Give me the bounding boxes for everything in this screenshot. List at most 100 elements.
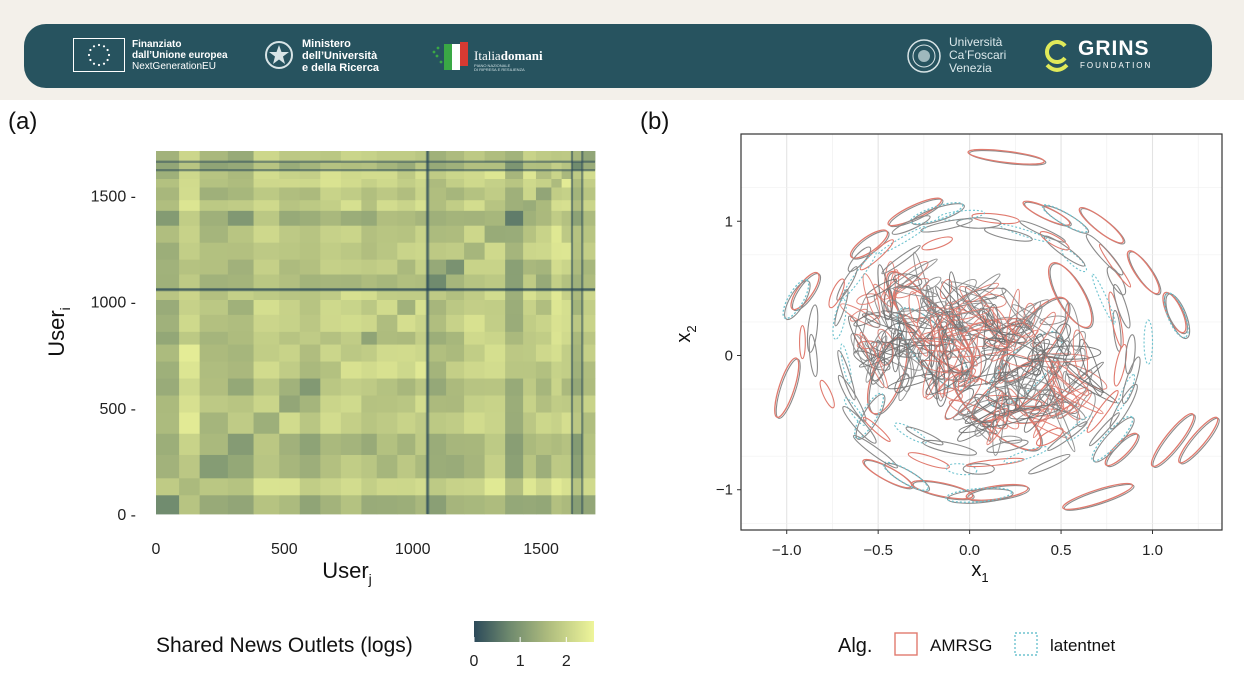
heatmap-block xyxy=(561,361,573,379)
heatmap-block xyxy=(551,299,563,315)
heatmap-block xyxy=(227,199,254,211)
ellipse-cluster xyxy=(848,315,873,361)
legend-label-latentnet: latentnet xyxy=(1050,636,1115,655)
heatmap-block xyxy=(253,187,280,201)
heatmap-block xyxy=(464,412,486,434)
heatmap-block xyxy=(227,494,254,515)
heatmap-block xyxy=(376,178,398,188)
university-line2: Ca’Foscari xyxy=(949,48,1007,63)
heatmap-highlight-row xyxy=(156,160,595,163)
heatmap-block xyxy=(397,274,416,291)
heatmap-block xyxy=(582,187,596,201)
heatmap-block xyxy=(551,331,563,345)
heatmap-block xyxy=(523,187,537,201)
heatmap-block xyxy=(571,344,583,362)
ellipse-cluster xyxy=(974,420,989,437)
heatmap-block xyxy=(279,170,301,179)
heatmap-block xyxy=(361,199,378,211)
heatmap-block xyxy=(179,331,201,345)
heatmap-block xyxy=(551,433,563,455)
ellipse-cluster xyxy=(870,341,917,358)
heatmap-x-label: Userj xyxy=(322,558,372,587)
heatmap-block xyxy=(156,477,180,496)
heatmap-block xyxy=(279,225,301,243)
heatmap-block xyxy=(415,477,428,496)
heatmap-block xyxy=(582,433,596,455)
ellipse-cluster xyxy=(1001,353,1034,367)
heatmap-block xyxy=(551,274,563,291)
heatmap-block xyxy=(279,395,301,413)
heatmap-block xyxy=(340,361,362,379)
heatmap-block xyxy=(464,454,486,479)
heatmap-block xyxy=(484,242,506,260)
heatmap-block xyxy=(253,494,280,515)
heatmap-block xyxy=(551,161,563,171)
heatmap-block xyxy=(523,331,537,345)
heatmap-block xyxy=(523,199,537,211)
heatmap-block xyxy=(505,210,524,226)
heatmap-block xyxy=(535,151,552,163)
heatmap-block xyxy=(446,331,465,345)
heatmap-block xyxy=(320,477,342,496)
heatmap-block xyxy=(279,274,301,291)
heatmap-block xyxy=(320,378,342,396)
heatmap-block xyxy=(582,161,596,171)
ellipse-cluster xyxy=(1001,287,1032,331)
ellipse-latentnet xyxy=(782,279,810,320)
ellipse-cluster xyxy=(992,307,1017,347)
heatmap-block xyxy=(361,225,378,243)
legend-label-amrsg: AMRSG xyxy=(930,636,992,655)
heatmap-block xyxy=(446,433,465,455)
plot-x-label-main: x xyxy=(971,559,981,581)
heatmap-block xyxy=(505,433,524,455)
heatmap-y-label: Useri xyxy=(44,307,73,357)
heatmap-block xyxy=(582,225,596,243)
heatmap-block xyxy=(446,344,465,362)
heatmap-block xyxy=(582,210,596,226)
ellipse-ring xyxy=(1019,220,1066,243)
heatmap-block xyxy=(426,178,447,188)
heatmap-block xyxy=(464,225,486,243)
heatmap-block xyxy=(340,187,362,201)
heatmap-block xyxy=(320,290,342,300)
ellipse-ring xyxy=(1143,319,1154,365)
heatmap-block xyxy=(299,187,321,201)
heatmap-block xyxy=(279,454,301,479)
heatmap-panel: 0 500 1000 1500 0 -500 -1000 -1500 - Userj … xyxy=(44,151,596,670)
ellipse-cluster xyxy=(894,373,910,394)
heatmap-block xyxy=(484,161,506,171)
heatmap-block xyxy=(551,290,563,300)
heatmap-block xyxy=(484,361,506,379)
plot-x-label-sub: 1 xyxy=(981,570,988,585)
grins-name: GRINS xyxy=(1078,37,1150,60)
heatmap-block xyxy=(561,433,573,455)
heatmap-block xyxy=(561,210,573,226)
heatmap-block xyxy=(415,433,428,455)
heatmap-block xyxy=(561,178,573,188)
posterior-ellipses xyxy=(774,148,1220,511)
ellipse-cluster xyxy=(1049,393,1076,453)
heatmap-block xyxy=(299,454,321,479)
heatmap-block xyxy=(253,395,280,413)
heatmap-block xyxy=(523,259,537,275)
heatmap-block xyxy=(523,412,537,434)
heatmap-x-label-sub: j xyxy=(368,571,372,587)
heatmap-block xyxy=(361,178,378,188)
heatmap-block xyxy=(227,170,254,179)
heatmap-y-tick-label: 0 - xyxy=(117,507,136,524)
heatmap-block xyxy=(253,151,280,163)
heatmap-block xyxy=(464,378,486,396)
ellipse-ring xyxy=(965,457,1025,468)
heatmap-block xyxy=(571,161,583,171)
heatmap-block xyxy=(179,314,201,332)
ellipse-outline xyxy=(912,481,975,501)
heatmap-block xyxy=(426,161,447,171)
heatmap-block xyxy=(279,477,301,496)
heatmap-block xyxy=(523,454,537,479)
heatmap-y-label-main: User xyxy=(44,310,69,356)
plot-y-label: x2 xyxy=(673,325,699,342)
heatmap-block xyxy=(446,161,465,171)
ellipse-cluster xyxy=(919,359,960,374)
ellipse-amrsg xyxy=(849,229,889,259)
heatmap-block xyxy=(415,161,428,171)
